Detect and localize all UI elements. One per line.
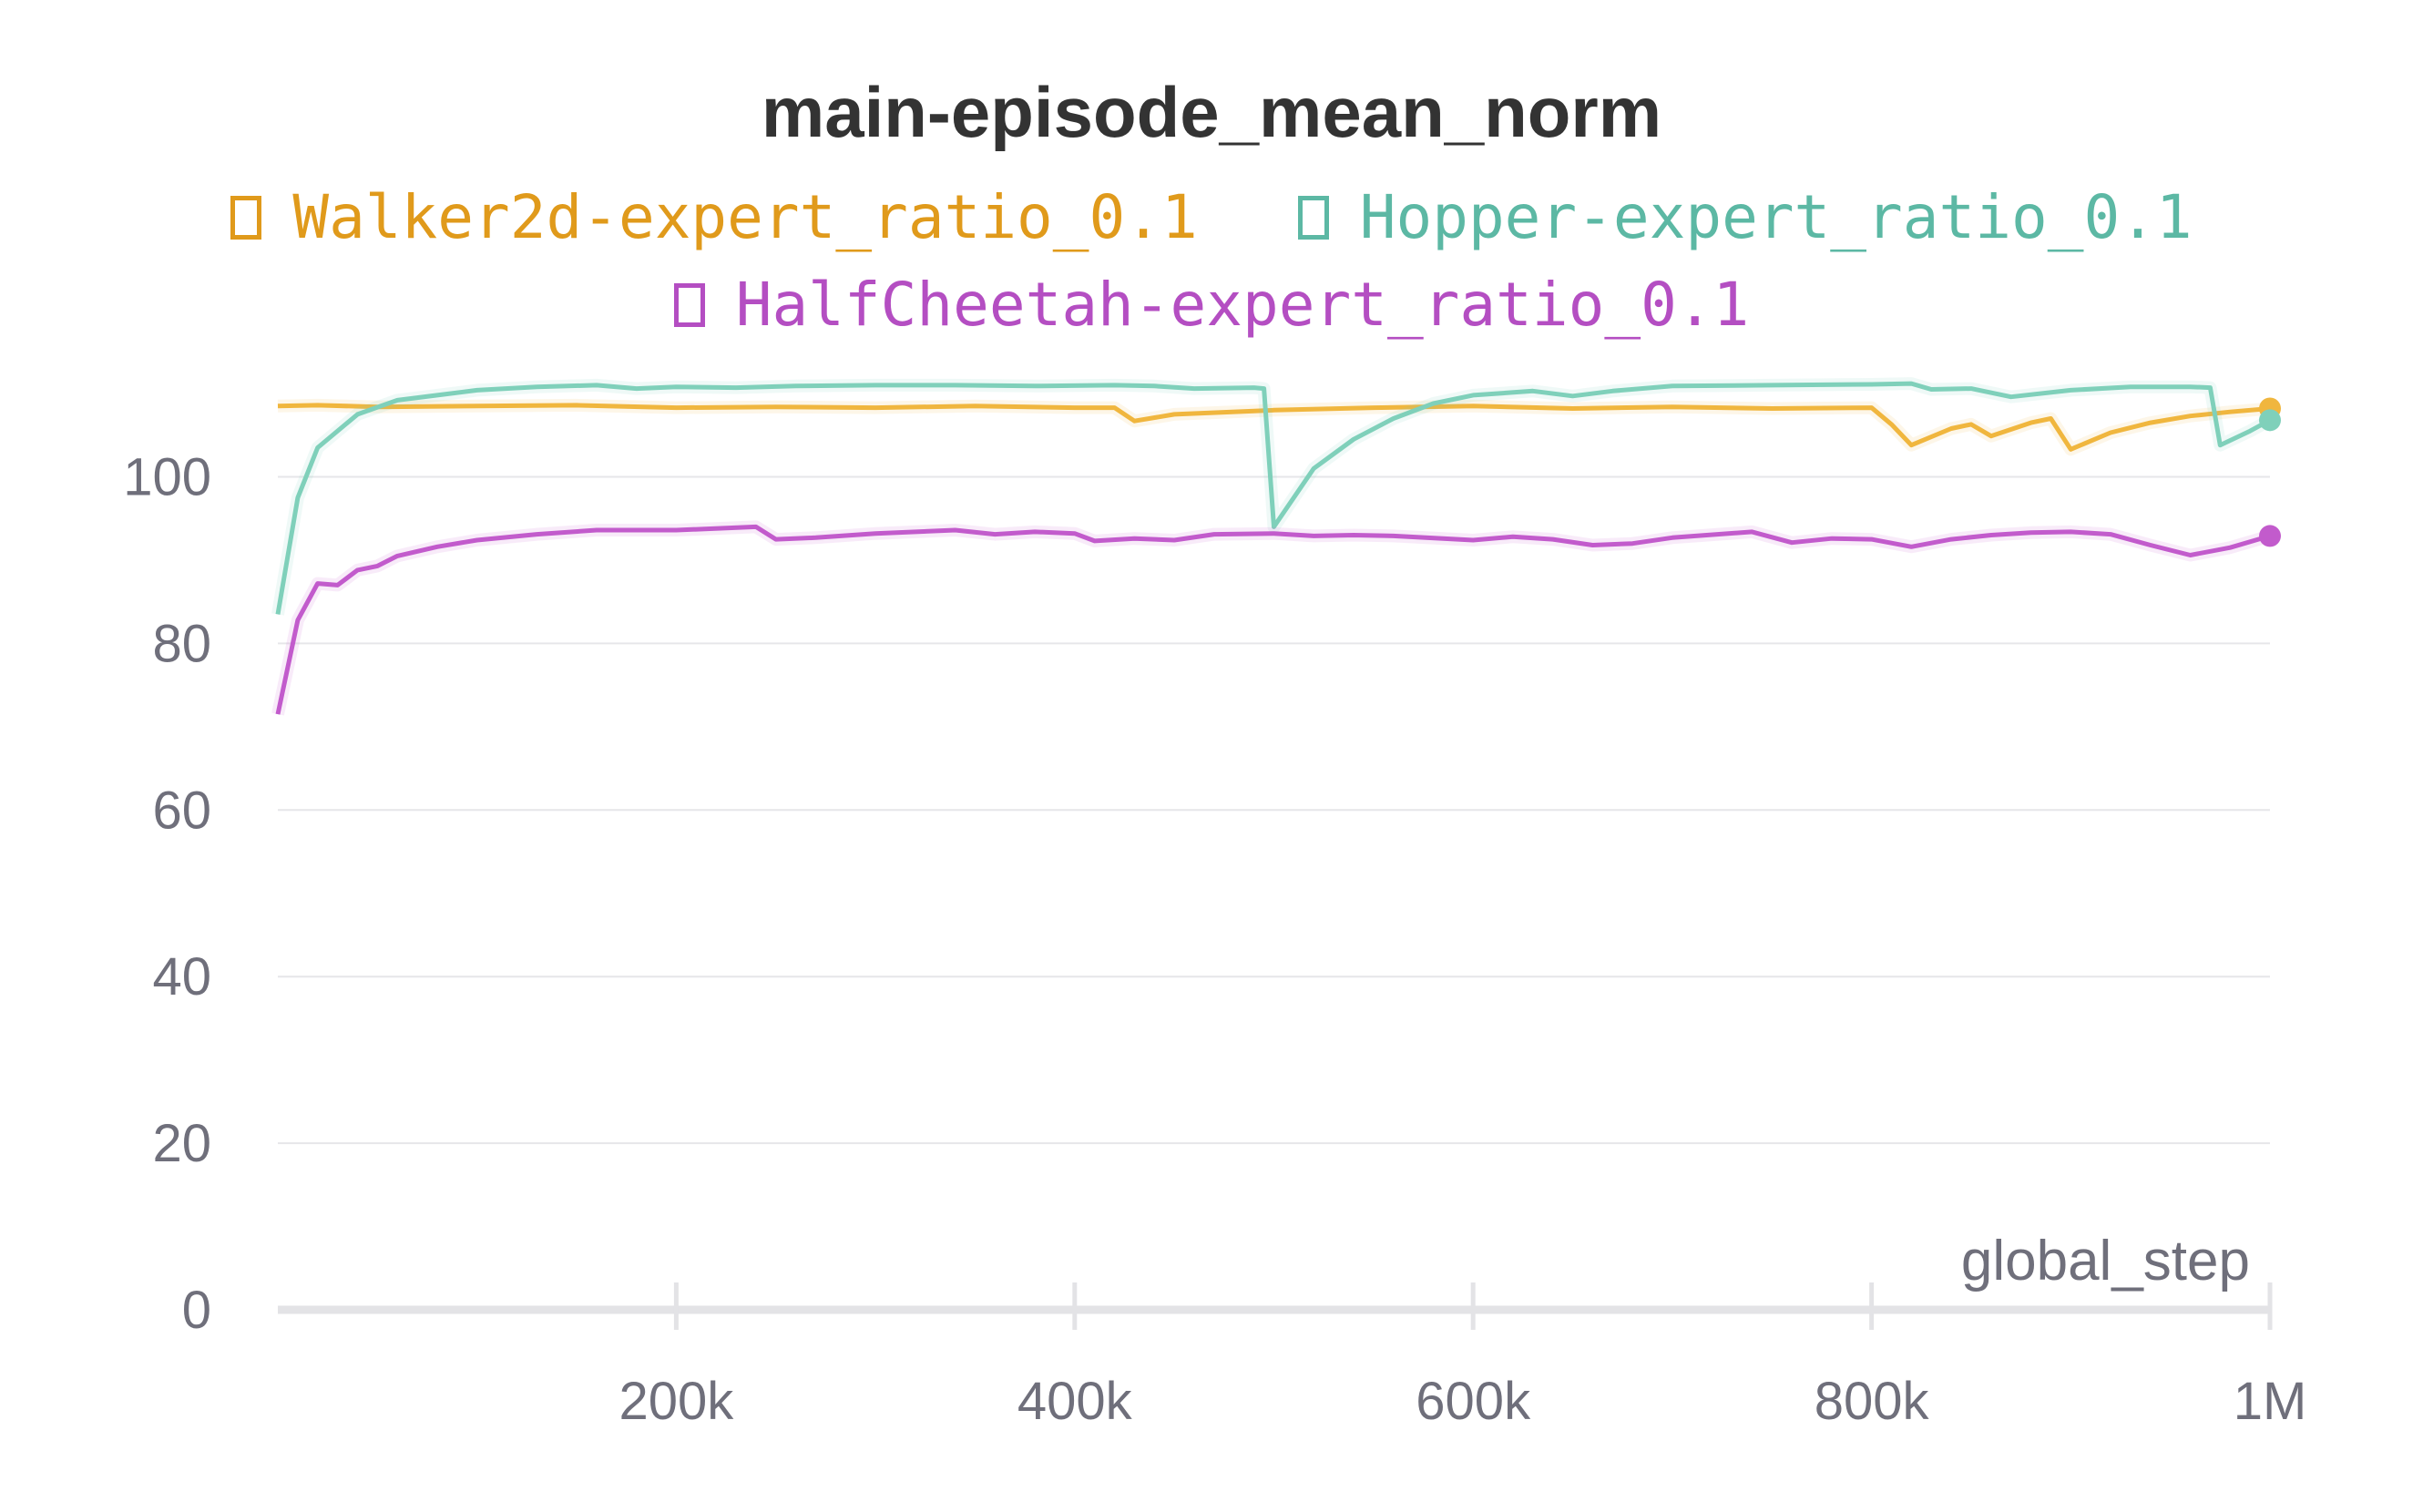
y-tick-label-20: 20: [152, 1114, 211, 1173]
legend-item-halfcheetah[interactable]: HalfCheetah-expert_ratio_0.1: [673, 270, 1750, 340]
y-tick-label-40: 40: [152, 947, 211, 1006]
series-line-hopper: [275, 381, 2272, 615]
legend-label-halfcheetah: HalfCheetah-expert_ratio_0.1: [735, 270, 1750, 340]
series-line-walker2d: [277, 403, 2271, 452]
x-tick-label-600k: 600k: [1416, 1372, 1531, 1431]
legend-swatch-halfcheetah: [673, 282, 705, 327]
y-tick-label-80: 80: [152, 614, 211, 673]
grid-lines: [278, 475, 2270, 1145]
legend-swatch-hopper: [1297, 195, 1329, 240]
legend-swatch-walker2d: [230, 195, 262, 240]
legend-item-walker2d[interactable]: Walker2d-expert_ratio_0.1: [230, 182, 1198, 252]
x-tick-label-200k: 200k: [619, 1372, 735, 1431]
y-axis: 0 20 40 60 80 100: [123, 448, 211, 1341]
series-line-halfcheetah: [275, 524, 2271, 715]
legend-row-1: Walker2d-expert_ratio_0.1 Hopper-expert_…: [0, 182, 2423, 252]
x-tick-label-400k: 400k: [1017, 1372, 1133, 1431]
series-endpoint-halfcheetah: [2259, 525, 2281, 547]
series-endpoint-hopper: [2259, 409, 2281, 432]
y-tick-label-60: 60: [152, 781, 211, 840]
legend-label-walker2d: Walker2d-expert_ratio_0.1: [292, 182, 1198, 252]
legend-row-2: HalfCheetah-expert_ratio_0.1: [0, 270, 2423, 340]
series-halo-halfcheetah: [271, 520, 2272, 716]
y-tick-label-100: 100: [123, 448, 211, 507]
series-lines: [271, 377, 2281, 716]
legend-item-hopper[interactable]: Hopper-expert_ratio_0.1: [1297, 182, 2193, 252]
x-axis-title: global_step: [1961, 1230, 2250, 1292]
chart-title: main-episode_mean_norm: [761, 72, 1662, 152]
y-tick-label-0: 0: [182, 1281, 211, 1340]
x-axis: 200k 400k 600k 800k 1M: [278, 1282, 2306, 1431]
legend-label-hopper: Hopper-expert_ratio_0.1: [1359, 182, 2193, 252]
x-tick-label-800k: 800k: [1815, 1372, 1930, 1431]
x-tick-label-1M: 1M: [2234, 1372, 2307, 1431]
